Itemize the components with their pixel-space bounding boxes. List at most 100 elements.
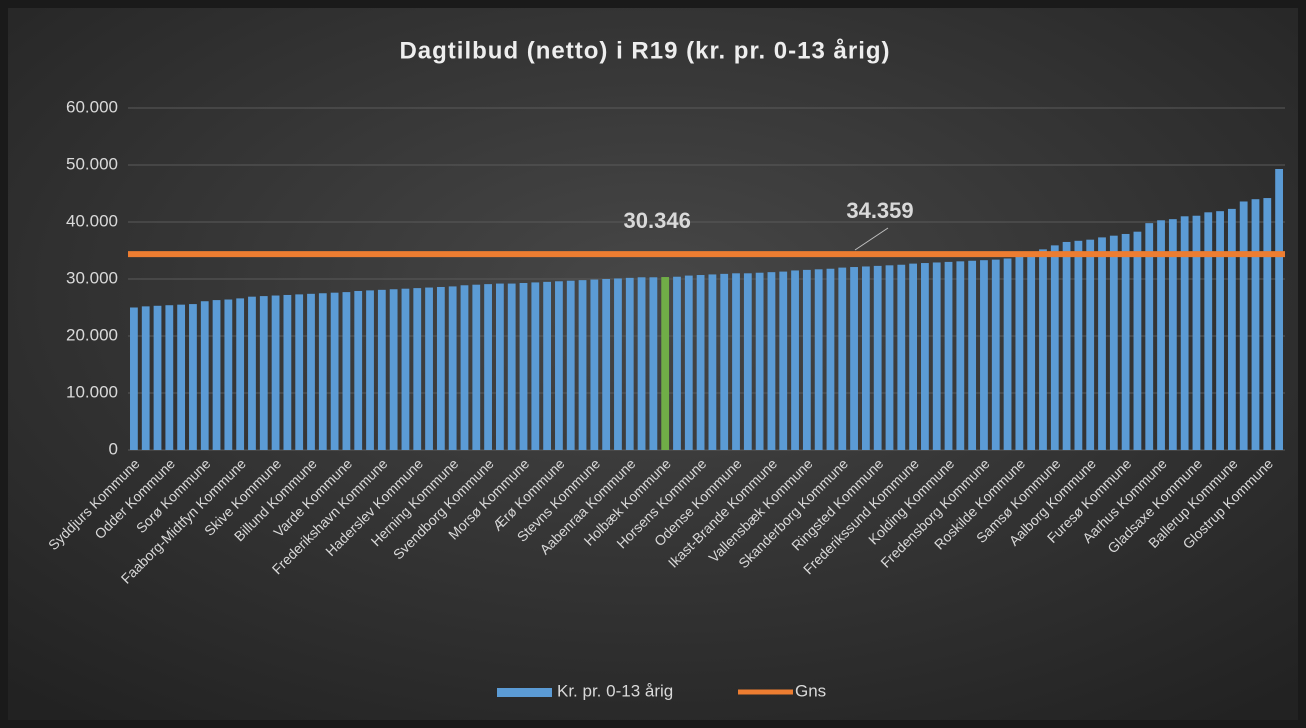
- bar: [531, 282, 540, 450]
- bar: [944, 261, 953, 450]
- bar: [330, 292, 339, 450]
- bar: [1039, 249, 1047, 450]
- bar: [436, 286, 445, 450]
- bar: [295, 294, 304, 450]
- bar: [779, 271, 788, 450]
- bar: [389, 289, 398, 450]
- bar: [826, 268, 835, 450]
- bar: [318, 293, 327, 450]
- bar: [1263, 198, 1272, 450]
- bar: [425, 287, 433, 450]
- bar: [1086, 239, 1095, 450]
- bar: [684, 275, 693, 450]
- y-tick-label: 0: [109, 439, 118, 458]
- leader-line: [854, 227, 889, 251]
- bar: [696, 275, 705, 450]
- bar: [755, 272, 764, 450]
- bar: [649, 277, 658, 450]
- bar: [1204, 212, 1213, 450]
- bar: [956, 261, 965, 450]
- bar: [1145, 223, 1154, 450]
- bar: [791, 270, 799, 450]
- bar: [1239, 201, 1248, 450]
- bar: [472, 284, 481, 450]
- bar: [495, 283, 504, 450]
- y-tick-label: 20.000: [66, 325, 118, 344]
- bar: [1015, 256, 1024, 450]
- bar: [342, 292, 351, 450]
- y-tick-label: 10.000: [66, 382, 118, 401]
- bar: [802, 269, 811, 450]
- bar: [555, 281, 563, 450]
- bar: [236, 298, 245, 450]
- bar: [708, 274, 717, 450]
- bar: [401, 288, 410, 450]
- bar: [1192, 215, 1201, 450]
- bar: [1027, 251, 1036, 450]
- bar: [130, 307, 138, 450]
- bar: [743, 273, 752, 450]
- bar: [543, 281, 552, 450]
- bar: [566, 280, 575, 450]
- bar: [1062, 241, 1071, 450]
- bar: [909, 263, 918, 450]
- bar: [413, 288, 422, 450]
- bar: [720, 273, 729, 450]
- bar: [838, 267, 847, 450]
- bar: [1098, 237, 1106, 450]
- bar: [873, 265, 882, 450]
- bar: [507, 283, 516, 450]
- bar: [141, 306, 150, 450]
- legend-label: Gns: [795, 681, 826, 700]
- bar: [661, 277, 670, 450]
- highlight-label: 30.346: [624, 208, 691, 233]
- bar: [377, 289, 386, 450]
- bar: [519, 282, 528, 450]
- bar: [732, 273, 740, 450]
- bar: [625, 277, 634, 450]
- y-tick-label: 40.000: [66, 211, 118, 230]
- bar: [248, 296, 256, 450]
- bar: [637, 277, 646, 450]
- bar: [460, 285, 469, 450]
- y-tick-label: 60.000: [66, 97, 118, 116]
- bar: [590, 279, 599, 450]
- bar: [259, 296, 268, 450]
- bar: [614, 278, 622, 450]
- chart-title: Dagtilbud (netto) i R19 (kr. pr. 0-13 år…: [399, 37, 890, 64]
- bar: [189, 304, 197, 450]
- bar: [366, 290, 374, 450]
- bar: [578, 280, 587, 450]
- bar: [1168, 219, 1177, 450]
- bar: [271, 295, 280, 450]
- bar: [153, 305, 162, 450]
- bar: [897, 264, 906, 450]
- bar: [1074, 240, 1083, 450]
- bar: [177, 304, 186, 450]
- bar: [1157, 220, 1165, 450]
- y-tick-label: 50.000: [66, 154, 118, 173]
- bar: [968, 260, 977, 450]
- bar: [1180, 216, 1189, 450]
- bar: [1216, 211, 1224, 450]
- bar: [307, 293, 315, 450]
- bar: [861, 266, 870, 450]
- bar: [165, 305, 174, 450]
- bar: [1050, 245, 1059, 450]
- average-label: 34.359: [846, 198, 913, 223]
- bar: [200, 301, 209, 450]
- bar: [850, 267, 858, 450]
- bar: [224, 299, 233, 450]
- bar: [1133, 231, 1142, 450]
- bar: [354, 290, 363, 450]
- bar: [602, 279, 611, 450]
- bar: [673, 276, 681, 450]
- bar: [1003, 258, 1012, 450]
- bar: [1121, 233, 1130, 450]
- legend-swatch: [497, 688, 552, 697]
- bar: [1227, 208, 1236, 450]
- bar: [921, 263, 929, 450]
- y-tick-label: 30.000: [66, 268, 118, 287]
- bar: [814, 269, 823, 450]
